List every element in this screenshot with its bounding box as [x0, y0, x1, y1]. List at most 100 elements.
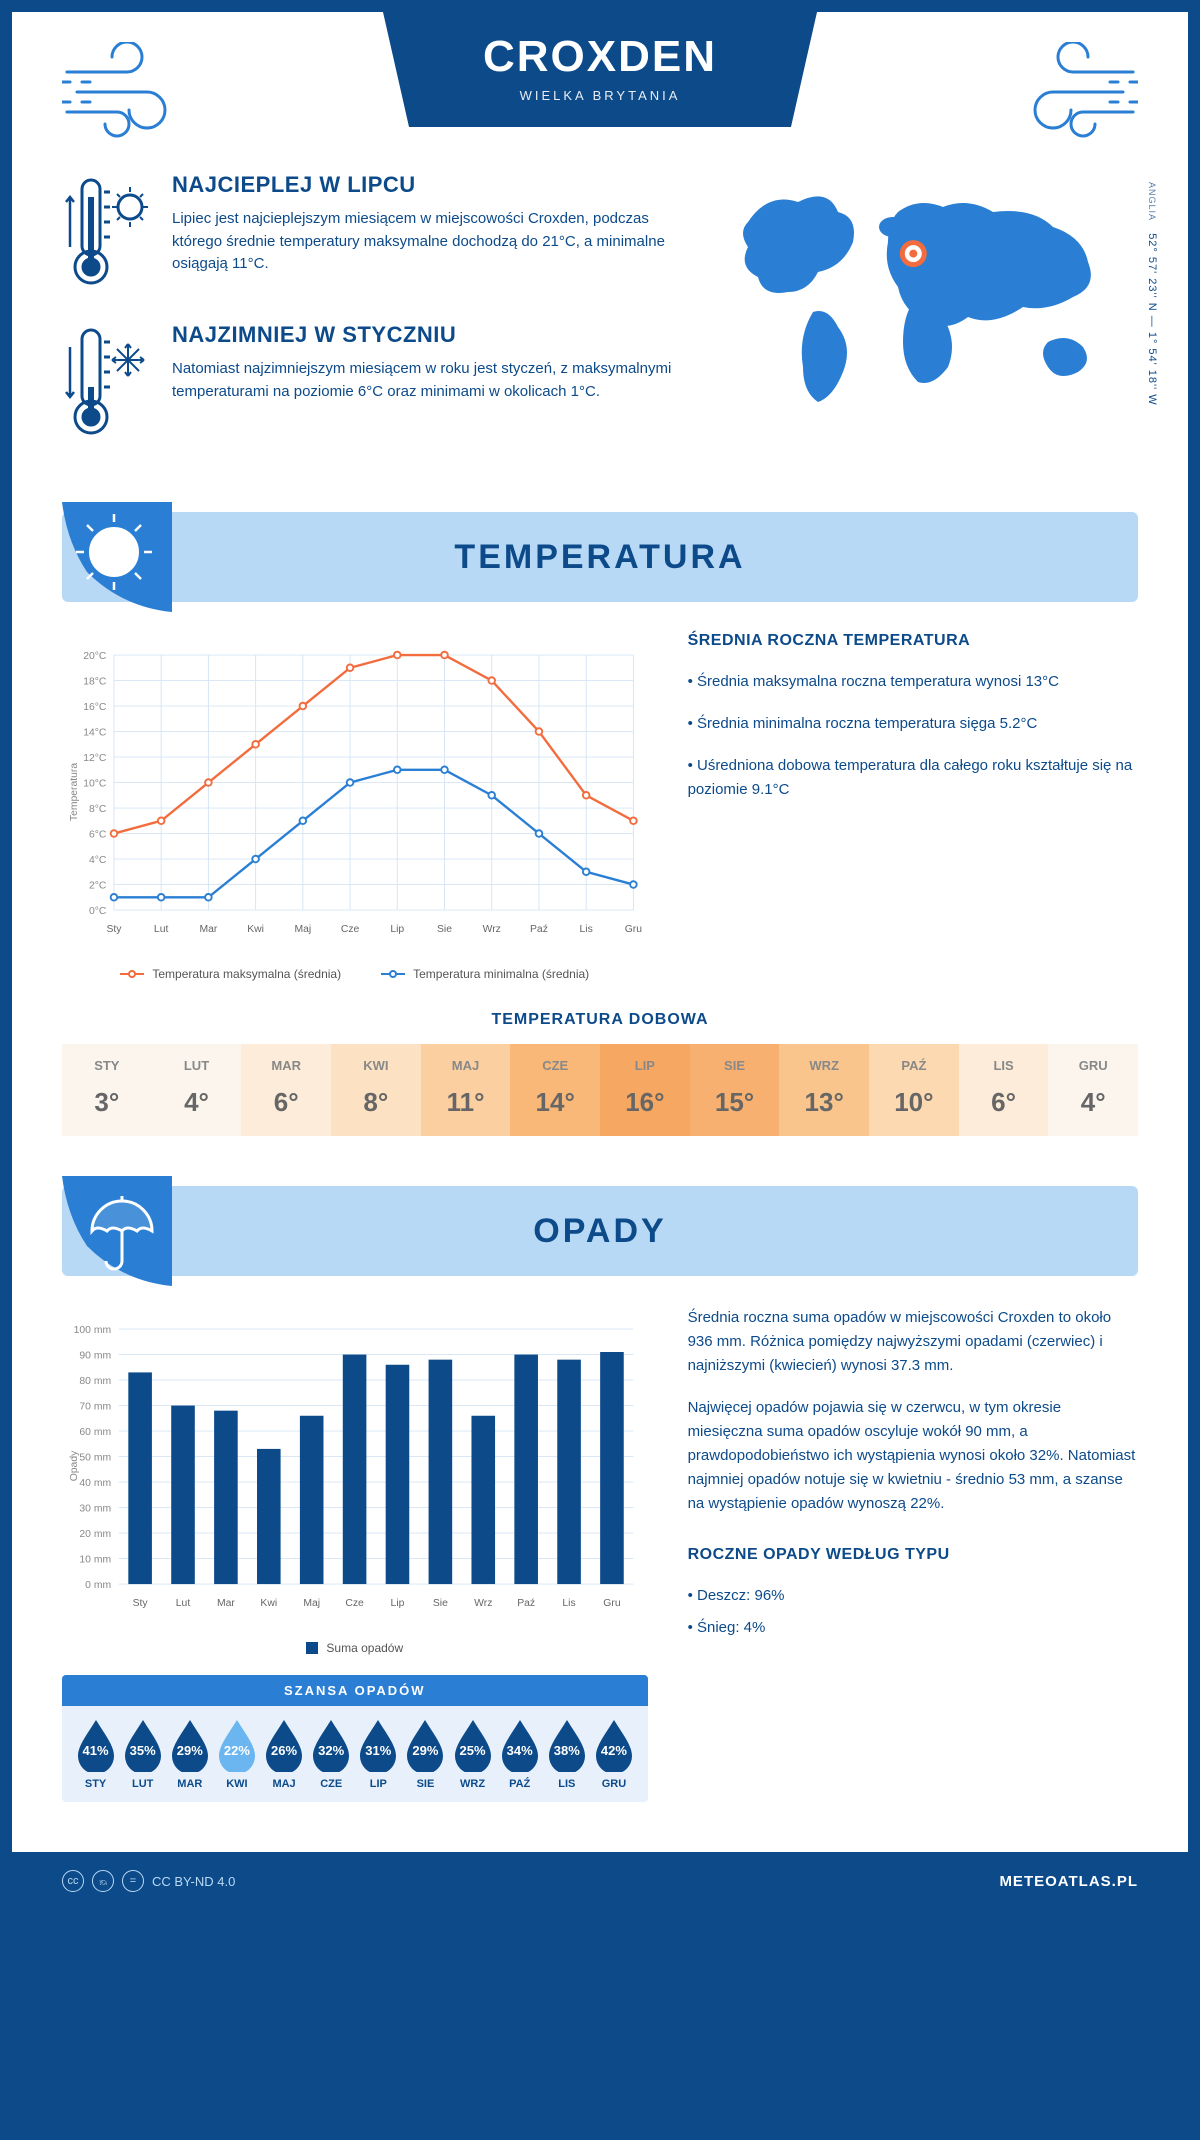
- daily-temp-cell: LIS6°: [959, 1044, 1049, 1136]
- svg-text:12°C: 12°C: [83, 753, 107, 764]
- svg-text:2°C: 2°C: [89, 880, 107, 891]
- coordinates: ANGLIA 52° 57' 23'' N — 1° 54' 18'' W: [1146, 182, 1158, 406]
- daily-temp-cell: MAJ11°: [421, 1044, 511, 1136]
- svg-text:Lip: Lip: [390, 924, 404, 935]
- by-icon: 🙒: [92, 1870, 114, 1892]
- daily-temp-title: TEMPERATURA DOBOWA: [62, 1011, 1138, 1029]
- svg-text:Cze: Cze: [341, 924, 360, 935]
- section-header-rain: OPADY: [62, 1186, 1138, 1276]
- rain-chance-cell: 31% LIP: [355, 1718, 402, 1790]
- svg-text:0°C: 0°C: [89, 906, 107, 917]
- svg-text:Lut: Lut: [154, 924, 169, 935]
- svg-text:Gru: Gru: [625, 924, 643, 935]
- svg-text:Kwi: Kwi: [260, 1598, 277, 1609]
- annual-temp-title: ŚREDNIA ROCZNA TEMPERATURA: [688, 632, 1138, 650]
- daily-temp-cell: PAŹ10°: [869, 1044, 959, 1136]
- daily-temp-cell: STY3°: [62, 1044, 152, 1136]
- svg-text:100 mm: 100 mm: [74, 1325, 111, 1336]
- svg-text:4°C: 4°C: [89, 855, 107, 866]
- sun-icon: [62, 502, 172, 612]
- daily-temp-cell: CZE14°: [510, 1044, 600, 1136]
- warmest-title: NAJCIEPLEJ W LIPCU: [172, 172, 678, 198]
- svg-text:Opady: Opady: [69, 1450, 80, 1481]
- svg-text:Sty: Sty: [133, 1598, 149, 1609]
- svg-text:60 mm: 60 mm: [79, 1427, 111, 1438]
- svg-text:80 mm: 80 mm: [79, 1376, 111, 1387]
- rain-chance-cell: 26% MAJ: [261, 1718, 308, 1790]
- thermometer-hot-icon: [62, 172, 152, 292]
- rain-chance-cell: 25% WRZ: [449, 1718, 496, 1790]
- svg-text:70 mm: 70 mm: [79, 1401, 111, 1412]
- svg-text:Lut: Lut: [176, 1598, 191, 1609]
- rain-para-1: Średnia roczna suma opadów w miejscowośc…: [688, 1306, 1138, 1378]
- rain-chance-cell: 32% CZE: [308, 1718, 355, 1790]
- title-banner: CROXDEN WIELKA BRYTANIA: [383, 12, 817, 127]
- svg-text:Wrz: Wrz: [474, 1598, 492, 1609]
- rain-type-item: • Deszcz: 96%: [688, 1584, 1138, 1608]
- daily-temp-cell: SIE15°: [690, 1044, 780, 1136]
- bullet-item: • Średnia minimalna roczna temperatura s…: [688, 712, 1138, 736]
- daily-temp-cell: LIP16°: [600, 1044, 690, 1136]
- svg-text:Paź: Paź: [530, 924, 548, 935]
- daily-temp-cell: MAR6°: [241, 1044, 331, 1136]
- legend-item: Temperatura maksymalna (średnia): [120, 967, 341, 981]
- header: CROXDEN WIELKA BRYTANIA: [62, 42, 1138, 142]
- svg-text:Lip: Lip: [391, 1598, 405, 1609]
- rain-chance-cell: 22% KWI: [213, 1718, 260, 1790]
- coldest-block: NAJZIMNIEJ W STYCZNIU Natomiast najzimni…: [62, 322, 678, 442]
- svg-text:Temperatura: Temperatura: [69, 763, 80, 821]
- nd-icon: =: [122, 1870, 144, 1892]
- svg-text:Paź: Paź: [517, 1598, 535, 1609]
- svg-text:14°C: 14°C: [83, 727, 107, 738]
- rain-chance-cell: 35% LUT: [119, 1718, 166, 1790]
- daily-temp-cell: WRZ13°: [779, 1044, 869, 1136]
- bullet-item: • Uśredniona dobowa temperatura dla całe…: [688, 754, 1138, 802]
- svg-text:10°C: 10°C: [83, 778, 107, 789]
- daily-temp-cell: KWI8°: [331, 1044, 421, 1136]
- rain-para-2: Najwięcej opadów pojawia się w czerwcu, …: [688, 1396, 1138, 1516]
- svg-text:Lis: Lis: [580, 924, 593, 935]
- svg-text:50 mm: 50 mm: [79, 1452, 111, 1463]
- svg-text:40 mm: 40 mm: [79, 1478, 111, 1489]
- rain-type-item: • Śnieg: 4%: [688, 1616, 1138, 1640]
- svg-text:30 mm: 30 mm: [79, 1503, 111, 1514]
- rain-chance-cell: 34% PAŹ: [496, 1718, 543, 1790]
- rain-chance-cell: 38% LIS: [543, 1718, 590, 1790]
- site-name: METEOATLAS.PL: [999, 1873, 1138, 1890]
- thermometer-cold-icon: [62, 322, 152, 442]
- warmest-text: Lipiec jest najcieplejszym miesiącem w m…: [172, 208, 678, 276]
- warmest-block: NAJCIEPLEJ W LIPCU Lipiec jest najcieple…: [62, 172, 678, 292]
- svg-text:Sie: Sie: [433, 1598, 448, 1609]
- svg-text:Wrz: Wrz: [483, 924, 501, 935]
- svg-text:Mar: Mar: [217, 1598, 235, 1609]
- legend-item: Temperatura minimalna (średnia): [381, 967, 589, 981]
- svg-text:Lis: Lis: [562, 1598, 575, 1609]
- umbrella-icon: [62, 1176, 172, 1286]
- svg-text:20 mm: 20 mm: [79, 1529, 111, 1540]
- svg-text:Sty: Sty: [106, 924, 122, 935]
- coldest-title: NAJZIMNIEJ W STYCZNIU: [172, 322, 678, 348]
- page-subtitle: WIELKA BRYTANIA: [483, 88, 717, 103]
- daily-temp-cell: GRU4°: [1048, 1044, 1138, 1136]
- daily-temp-cell: LUT4°: [152, 1044, 242, 1136]
- rain-chance-cell: 29% SIE: [402, 1718, 449, 1790]
- svg-text:0 mm: 0 mm: [85, 1580, 111, 1591]
- rain-chance-cell: 29% MAR: [166, 1718, 213, 1790]
- svg-text:Kwi: Kwi: [247, 924, 264, 935]
- svg-text:18°C: 18°C: [83, 676, 107, 687]
- rain-chance-cell: 42% GRU: [590, 1718, 637, 1790]
- wind-left-icon: [62, 42, 192, 142]
- svg-text:20°C: 20°C: [83, 651, 107, 662]
- legend-item: Suma opadów: [306, 1641, 403, 1655]
- svg-text:90 mm: 90 mm: [79, 1350, 111, 1361]
- svg-text:8°C: 8°C: [89, 804, 107, 815]
- svg-text:Maj: Maj: [303, 1598, 320, 1609]
- coldest-text: Natomiast najzimniejszym miesiącem w rok…: [172, 358, 678, 403]
- svg-text:Cze: Cze: [345, 1598, 364, 1609]
- wind-right-icon: [1008, 42, 1138, 142]
- section-header-temperature: TEMPERATURA: [62, 512, 1138, 602]
- svg-text:Gru: Gru: [603, 1598, 621, 1609]
- svg-text:10 mm: 10 mm: [79, 1554, 111, 1565]
- svg-text:Maj: Maj: [294, 924, 311, 935]
- rain-chance-cell: 41% STY: [72, 1718, 119, 1790]
